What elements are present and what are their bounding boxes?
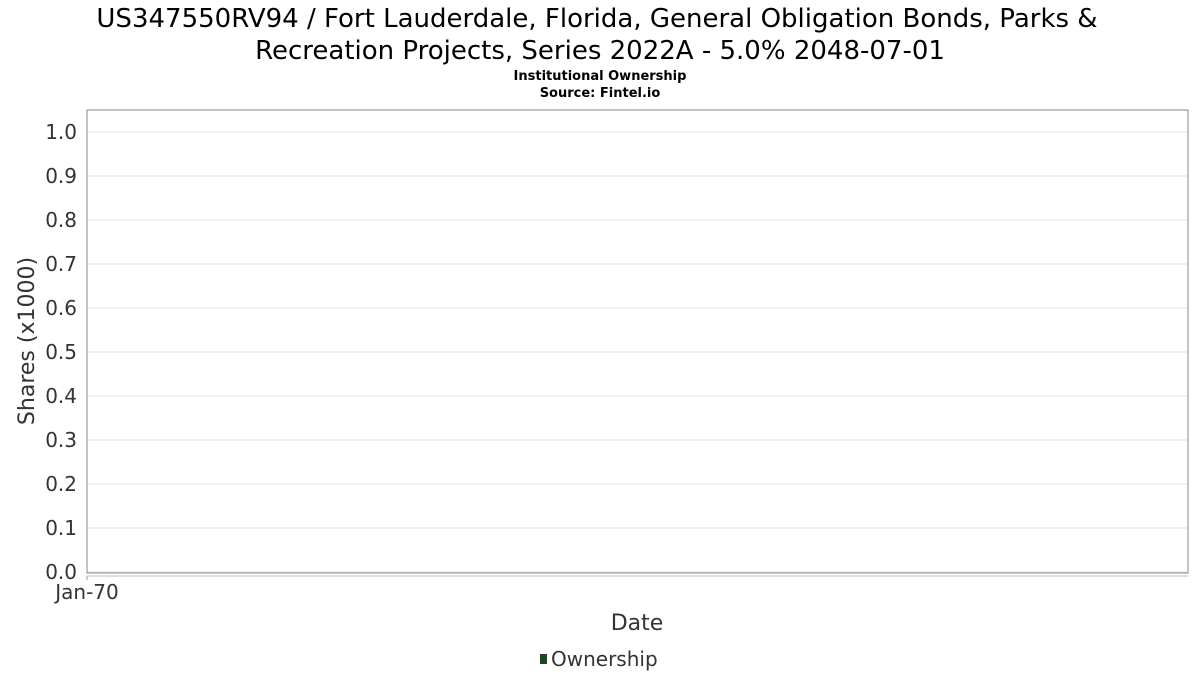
- y-tick-label: 0.2: [45, 472, 77, 496]
- y-tick-label: 0.6: [45, 296, 77, 320]
- y-axis-title: Shares (x1000): [15, 257, 40, 425]
- chart-source: Source: Fintel.io: [540, 86, 661, 101]
- legend-swatch-ownership: [540, 654, 547, 664]
- chart-subtitle: Institutional Ownership: [514, 69, 687, 84]
- plot-area: [86, 109, 1189, 574]
- grid-lines: [88, 131, 1187, 573]
- y-tick-label: 0.0: [45, 560, 77, 584]
- y-tick-label: 0.1: [45, 516, 77, 540]
- y-tick-label: 1.0: [45, 120, 77, 144]
- chart-title-line-2: Recreation Projects, Series 2022A - 5.0%…: [255, 36, 945, 66]
- y-tick-label: 0.7: [45, 252, 77, 276]
- legend-label-ownership: Ownership: [551, 647, 658, 671]
- x-tick-label: Jan-70: [53, 580, 119, 604]
- x-axis-title: Date: [611, 611, 664, 636]
- y-tick-label: 0.3: [45, 428, 77, 452]
- y-tick-label: 0.4: [45, 384, 77, 408]
- chart-title-line-1: US347550RV94 / Fort Lauderdale, Florida,…: [96, 4, 1097, 34]
- y-axis-ticks: 0.0 0.1 0.2 0.3 0.4 0.5 0.6 0.7 0.8 0.9 1.0: [45, 120, 77, 584]
- x-axis-ticks: Jan-70: [53, 576, 119, 604]
- legend: Ownership: [540, 647, 658, 671]
- y-tick-label: 0.5: [45, 340, 77, 364]
- y-tick-label: 0.9: [45, 164, 77, 188]
- y-tick-label: 0.8: [45, 208, 77, 232]
